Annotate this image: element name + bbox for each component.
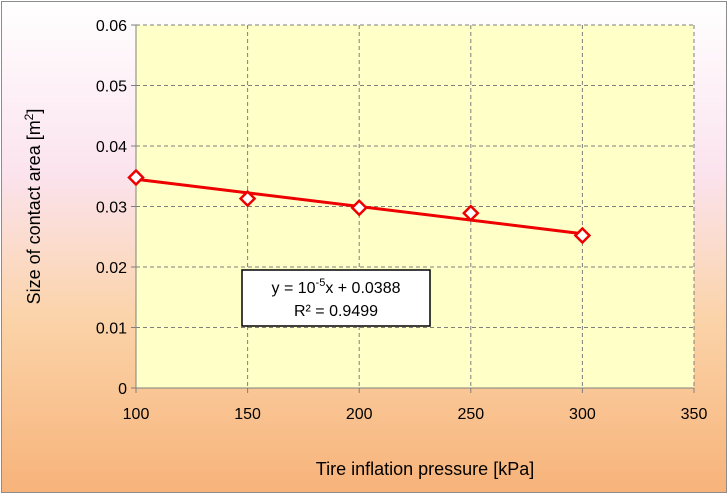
x-axis-title: Tire inflation pressure [kPa] (316, 459, 534, 479)
y-tick-label: 0.04 (96, 139, 127, 156)
x-tick-label: 100 (123, 406, 150, 423)
data-points (127, 168, 592, 245)
y-tick-label: 0.01 (96, 321, 127, 338)
x-tick-label: 150 (234, 406, 261, 423)
tick-labels: 0 0.01 0.02 0.03 0.04 0.05 0.06 100 150 200 250 300… (96, 18, 708, 423)
data-point (238, 189, 257, 208)
x-tick-label: 350 (681, 406, 708, 423)
equation-box: y = 10-5x + 0.0388 R² = 0.9499 (241, 269, 431, 327)
y-tick-label: 0.02 (96, 260, 127, 277)
data-point (350, 198, 368, 217)
x-tick-label: 200 (346, 406, 373, 423)
equation-box-border (241, 269, 431, 327)
y-tick-label: 0.05 (96, 79, 127, 96)
axes (131, 24, 695, 393)
trendline-equation: y = 10-5x + 0.0388 (272, 277, 401, 297)
y-axis-title: Size of contact area [m2] (22, 109, 44, 305)
gridlines (136, 24, 695, 388)
y-tick-label: 0.06 (96, 18, 127, 35)
x-tick-label: 300 (569, 406, 596, 423)
data-point (573, 226, 592, 245)
data-point (462, 204, 480, 222)
y-tick-label: 0 (118, 381, 127, 398)
plot-area (136, 25, 694, 388)
r-squared-label: R² = 0.9499 (294, 303, 378, 320)
y-tick-label: 0.03 (96, 200, 127, 217)
x-tick-label: 250 (457, 406, 484, 423)
data-point (127, 168, 145, 187)
